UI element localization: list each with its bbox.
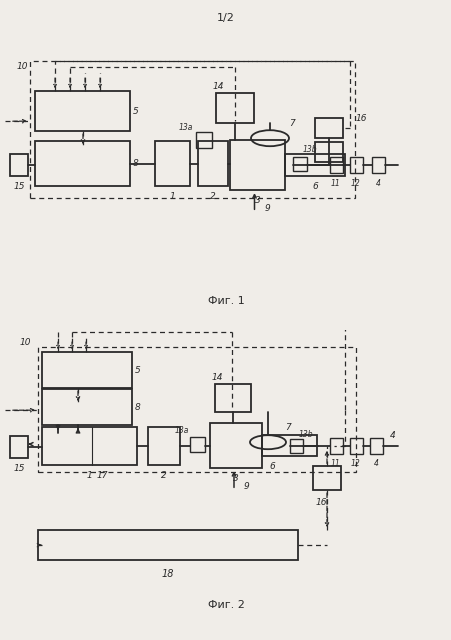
Bar xyxy=(369,438,382,454)
Text: 5: 5 xyxy=(135,365,141,374)
Text: 7: 7 xyxy=(289,118,294,128)
Bar xyxy=(30,61,354,198)
Text: 9: 9 xyxy=(243,482,249,491)
Text: 14: 14 xyxy=(212,82,223,91)
Bar xyxy=(216,93,253,123)
Bar xyxy=(329,157,342,173)
Text: 13a: 13a xyxy=(175,426,189,435)
Bar xyxy=(42,352,132,388)
Text: 2: 2 xyxy=(210,192,216,201)
Text: 11: 11 xyxy=(331,460,340,468)
Text: 16: 16 xyxy=(314,498,326,507)
Text: 7: 7 xyxy=(285,422,290,432)
Text: 17: 17 xyxy=(96,470,107,480)
Bar xyxy=(38,347,355,472)
Text: 12: 12 xyxy=(350,460,360,468)
Text: 14: 14 xyxy=(211,372,222,381)
Text: 8: 8 xyxy=(133,159,138,168)
Text: Фиг. 2: Фиг. 2 xyxy=(207,600,244,610)
Text: 8: 8 xyxy=(135,403,141,412)
Text: 13b: 13b xyxy=(298,429,313,438)
Text: 9: 9 xyxy=(264,204,270,212)
Text: 16: 16 xyxy=(354,114,366,123)
Text: 10: 10 xyxy=(16,61,28,70)
Bar xyxy=(198,141,227,186)
Bar xyxy=(371,157,384,173)
Text: 6: 6 xyxy=(312,182,317,191)
Text: 6: 6 xyxy=(268,461,274,470)
Text: 4: 4 xyxy=(373,460,377,468)
Text: 13a: 13a xyxy=(179,123,193,132)
Bar xyxy=(147,428,179,465)
Text: 3: 3 xyxy=(233,474,238,483)
Bar xyxy=(314,118,342,138)
Bar xyxy=(189,437,205,452)
Bar xyxy=(210,423,262,468)
Bar xyxy=(312,466,340,490)
Bar xyxy=(155,141,189,186)
Text: 5: 5 xyxy=(133,107,138,116)
Text: 11: 11 xyxy=(331,179,340,188)
Bar xyxy=(38,530,297,560)
Bar xyxy=(35,141,130,186)
Bar xyxy=(42,389,132,425)
Text: Фиг. 1: Фиг. 1 xyxy=(207,296,244,306)
Bar xyxy=(10,436,28,458)
Bar xyxy=(290,439,302,453)
Text: 3: 3 xyxy=(254,196,260,205)
Text: 1: 1 xyxy=(169,192,175,201)
Bar xyxy=(196,132,212,148)
Text: 2: 2 xyxy=(161,470,166,480)
Text: 4: 4 xyxy=(375,179,380,188)
Text: 15: 15 xyxy=(13,182,25,191)
Text: 18: 18 xyxy=(161,569,174,579)
Text: 1/2: 1/2 xyxy=(216,13,235,23)
Bar xyxy=(215,384,250,412)
Bar xyxy=(42,428,137,465)
Bar xyxy=(285,154,344,176)
Bar xyxy=(262,435,316,456)
Bar xyxy=(349,157,362,173)
Text: 13b: 13b xyxy=(302,145,317,154)
Text: 4: 4 xyxy=(389,431,395,440)
Bar xyxy=(35,92,130,131)
Text: 12: 12 xyxy=(350,179,360,188)
Text: 1: 1 xyxy=(87,470,92,480)
Bar xyxy=(349,438,362,454)
Bar xyxy=(314,142,342,162)
Text: 10: 10 xyxy=(19,338,31,347)
Bar xyxy=(10,154,28,176)
Bar xyxy=(329,438,342,454)
Bar xyxy=(230,140,285,190)
Text: 15: 15 xyxy=(13,464,25,473)
Bar xyxy=(292,157,306,172)
